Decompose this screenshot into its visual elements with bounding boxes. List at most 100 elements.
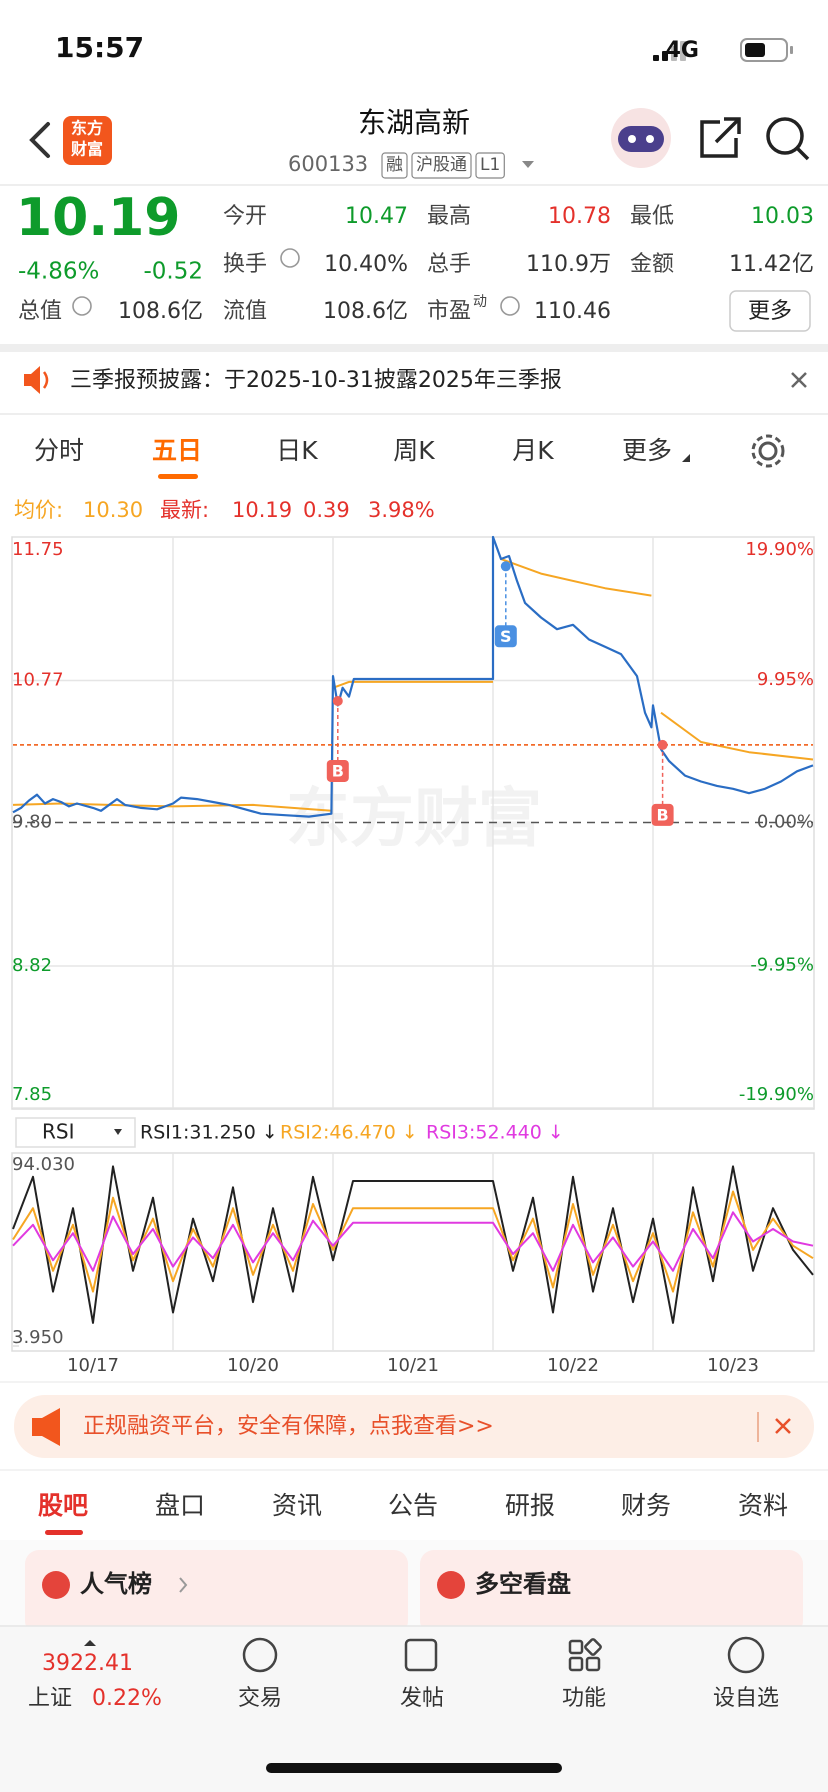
- x-tick-label: 10/17: [67, 1355, 119, 1376]
- card[interactable]: [25, 1550, 408, 1635]
- change-amount: -0.52: [143, 259, 203, 285]
- field-value: 108.6亿: [118, 299, 203, 324]
- close-notice[interactable]: [791, 372, 807, 388]
- tab-more-arrow: [682, 454, 690, 462]
- card-title: 人气榜: [80, 1570, 152, 1598]
- y-tick-label: 11.75: [12, 539, 64, 560]
- rsi-legend: RSI2:46.470 ↓: [280, 1122, 418, 1144]
- rsi-line: [12, 1211, 814, 1272]
- rsi-line: [12, 1190, 814, 1293]
- subtab[interactable]: 资讯: [272, 1491, 322, 1520]
- legend-item: 均价:: [14, 498, 63, 522]
- field-label: 最低: [630, 204, 674, 229]
- subtab[interactable]: 股吧: [38, 1491, 88, 1520]
- trade-marker-label: B: [656, 805, 668, 824]
- app-logo: [63, 116, 112, 165]
- nav-item[interactable]: 交易: [238, 1686, 282, 1711]
- ad-banner[interactable]: [14, 1395, 814, 1458]
- x-tick-label: 10/22: [547, 1355, 599, 1376]
- legend-item: 0.39: [303, 498, 350, 522]
- rsi-frame: [11, 1152, 815, 1352]
- y2-tick-label: -9.95%: [750, 954, 814, 975]
- indicator-selector-label[interactable]: RSI: [42, 1120, 75, 1144]
- tab[interactable]: 日K: [276, 436, 318, 465]
- field-value: 110.46: [534, 299, 611, 324]
- field-label: 总值: [18, 299, 62, 324]
- rsi-legend: RSI1:31.250 ↓: [140, 1122, 278, 1144]
- nav-icons: [242, 1636, 765, 1674]
- y2-tick-label: -19.90%: [739, 1084, 814, 1105]
- dropdown-arrow[interactable]: [522, 161, 534, 168]
- home-indicator: [266, 1763, 562, 1773]
- field-label: 总手: [427, 252, 471, 277]
- back-button[interactable]: [29, 122, 50, 158]
- badge: 融: [386, 155, 403, 175]
- price-line: [12, 535, 814, 818]
- search-button[interactable]: [766, 117, 810, 161]
- more-button-label[interactable]: 更多: [748, 299, 792, 324]
- field-label: 换手: [223, 252, 267, 277]
- subtab[interactable]: 财务: [621, 1491, 671, 1520]
- y-tick-label: 10.77: [12, 669, 64, 690]
- subtab-indicator: [45, 1530, 83, 1535]
- index-change: 0.22%: [92, 1686, 162, 1711]
- subtab[interactable]: 资料: [738, 1491, 788, 1520]
- x-tick-label: 10/20: [227, 1355, 279, 1376]
- logo-text: 财富: [70, 140, 103, 159]
- stock-code: 600133: [288, 152, 368, 176]
- field-label-sup: 动: [473, 294, 487, 310]
- field-label: 今开: [223, 204, 267, 229]
- field-value: 10.47: [345, 204, 408, 229]
- watermark: 东方财富: [286, 783, 542, 857]
- close-ad[interactable]: [775, 1418, 791, 1434]
- trade-marker-label: S: [500, 627, 512, 646]
- field-value: 10.78: [548, 204, 611, 229]
- stock-name: 东湖高新: [358, 106, 470, 139]
- field-value: 10.40%: [324, 252, 408, 277]
- trade-marker: [500, 561, 511, 572]
- badge-box: [381, 152, 408, 179]
- card[interactable]: [420, 1550, 803, 1635]
- rsi-tick-label: 94.030: [12, 1154, 75, 1175]
- up-arrow: [84, 1640, 96, 1646]
- nav-item[interactable]: 功能: [562, 1686, 606, 1711]
- subtab[interactable]: 研报: [505, 1491, 555, 1520]
- notice-text: 三季报预披露：于2025-10-31披露2025年三季报: [70, 368, 562, 393]
- nav-item[interactable]: 设自选: [713, 1686, 779, 1711]
- indicator-selector[interactable]: [15, 1117, 136, 1148]
- rsi-tick-label: 3.950: [12, 1327, 64, 1348]
- subtab[interactable]: 公告: [388, 1491, 438, 1520]
- y-tick-label: 8.82: [12, 955, 52, 976]
- field-value: 11.42亿: [729, 252, 814, 277]
- trade-marker-box: [326, 759, 349, 782]
- tab[interactable]: 月K: [512, 436, 554, 465]
- assistant-icon[interactable]: [611, 108, 671, 168]
- logo-text: 东方: [71, 119, 103, 138]
- tab[interactable]: 更多: [622, 436, 672, 465]
- badge: L1: [480, 155, 500, 175]
- settings-button[interactable]: [751, 434, 785, 468]
- tab[interactable]: 五日: [152, 436, 202, 465]
- tab[interactable]: 周K: [393, 436, 435, 465]
- rsi-legend: RSI3:52.440 ↓: [426, 1122, 564, 1144]
- status-time: 15:57: [55, 31, 144, 64]
- legend-item: 最新:: [160, 498, 209, 522]
- card-title: 多空看盘: [475, 1570, 571, 1598]
- x-tick-label: 10/21: [387, 1355, 439, 1376]
- info-icon: [72, 248, 520, 316]
- index-name: 上证: [28, 1686, 72, 1711]
- share-button[interactable]: [700, 117, 741, 158]
- subtab[interactable]: 盘口: [155, 1491, 205, 1520]
- signal-icon: [653, 41, 686, 61]
- trade-marker: [657, 739, 668, 750]
- tab[interactable]: 分时: [34, 436, 84, 465]
- battery-icon: [740, 38, 793, 62]
- selector-arrow: [114, 1129, 122, 1135]
- more-button[interactable]: [729, 290, 811, 332]
- badge: 沪股通: [416, 155, 467, 175]
- last-price: 10.19: [16, 188, 180, 248]
- nav-item[interactable]: 发帖: [400, 1686, 444, 1711]
- y2-tick-label: 0.00%: [757, 812, 814, 833]
